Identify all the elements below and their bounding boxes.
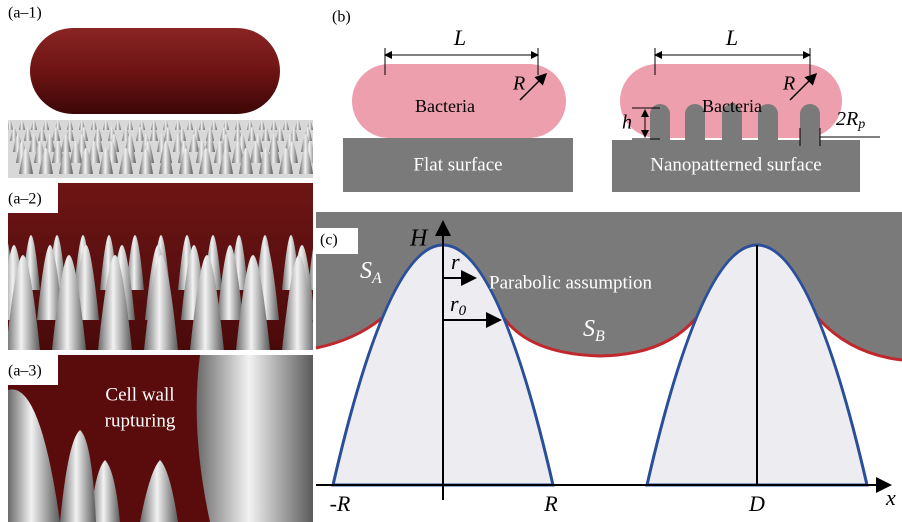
length-label: L xyxy=(725,25,738,50)
bacterium xyxy=(30,28,280,114)
height-label: h xyxy=(622,112,632,134)
x-axis-label: x xyxy=(885,485,896,510)
h-label: H xyxy=(409,226,429,252)
panel-label: (a–2) xyxy=(8,191,42,208)
panel-c: (c) H SA r Parabolic assumption r0 SB -R… xyxy=(316,212,902,516)
annotation: rupturing xyxy=(105,410,176,431)
panel-label: (a–1) xyxy=(8,5,42,22)
x-label: -R xyxy=(330,491,351,516)
panel-label: (c) xyxy=(320,232,338,249)
panel-a2: (a–2) xyxy=(0,183,362,350)
surface-label: Flat surface xyxy=(413,154,502,175)
cell-label: Bacteria xyxy=(415,96,475,116)
x-label: R xyxy=(543,491,558,516)
panel-a1: (a–1) xyxy=(7,5,334,178)
figure: (a–1) (a–2) (a–3) Cell wall rupturing (b… xyxy=(0,0,902,522)
nanopillar xyxy=(319,148,333,174)
note: Parabolic assumption xyxy=(489,272,653,293)
annotation: Cell wall xyxy=(105,384,174,405)
nanopillar xyxy=(322,141,334,163)
cell-label: Bacteria xyxy=(702,96,762,116)
radius-label: R xyxy=(782,73,795,95)
pillar-label: 2Rp xyxy=(836,108,865,133)
r-label: r xyxy=(451,249,460,274)
nanopillar xyxy=(317,134,327,152)
panel-label: (a–3) xyxy=(8,363,42,380)
length-label: L xyxy=(453,25,466,50)
panel-label: (b) xyxy=(332,9,351,26)
panel-b: (b) L R Bacteria Flat surface L R Bacter… xyxy=(332,9,880,192)
surface-label: Nanopatterned surface xyxy=(650,154,821,175)
nanopillar xyxy=(318,127,326,141)
x-label: D xyxy=(748,491,765,516)
radius-label: R xyxy=(512,73,525,95)
panel-a3: (a–3) Cell wall rupturing xyxy=(8,355,313,522)
